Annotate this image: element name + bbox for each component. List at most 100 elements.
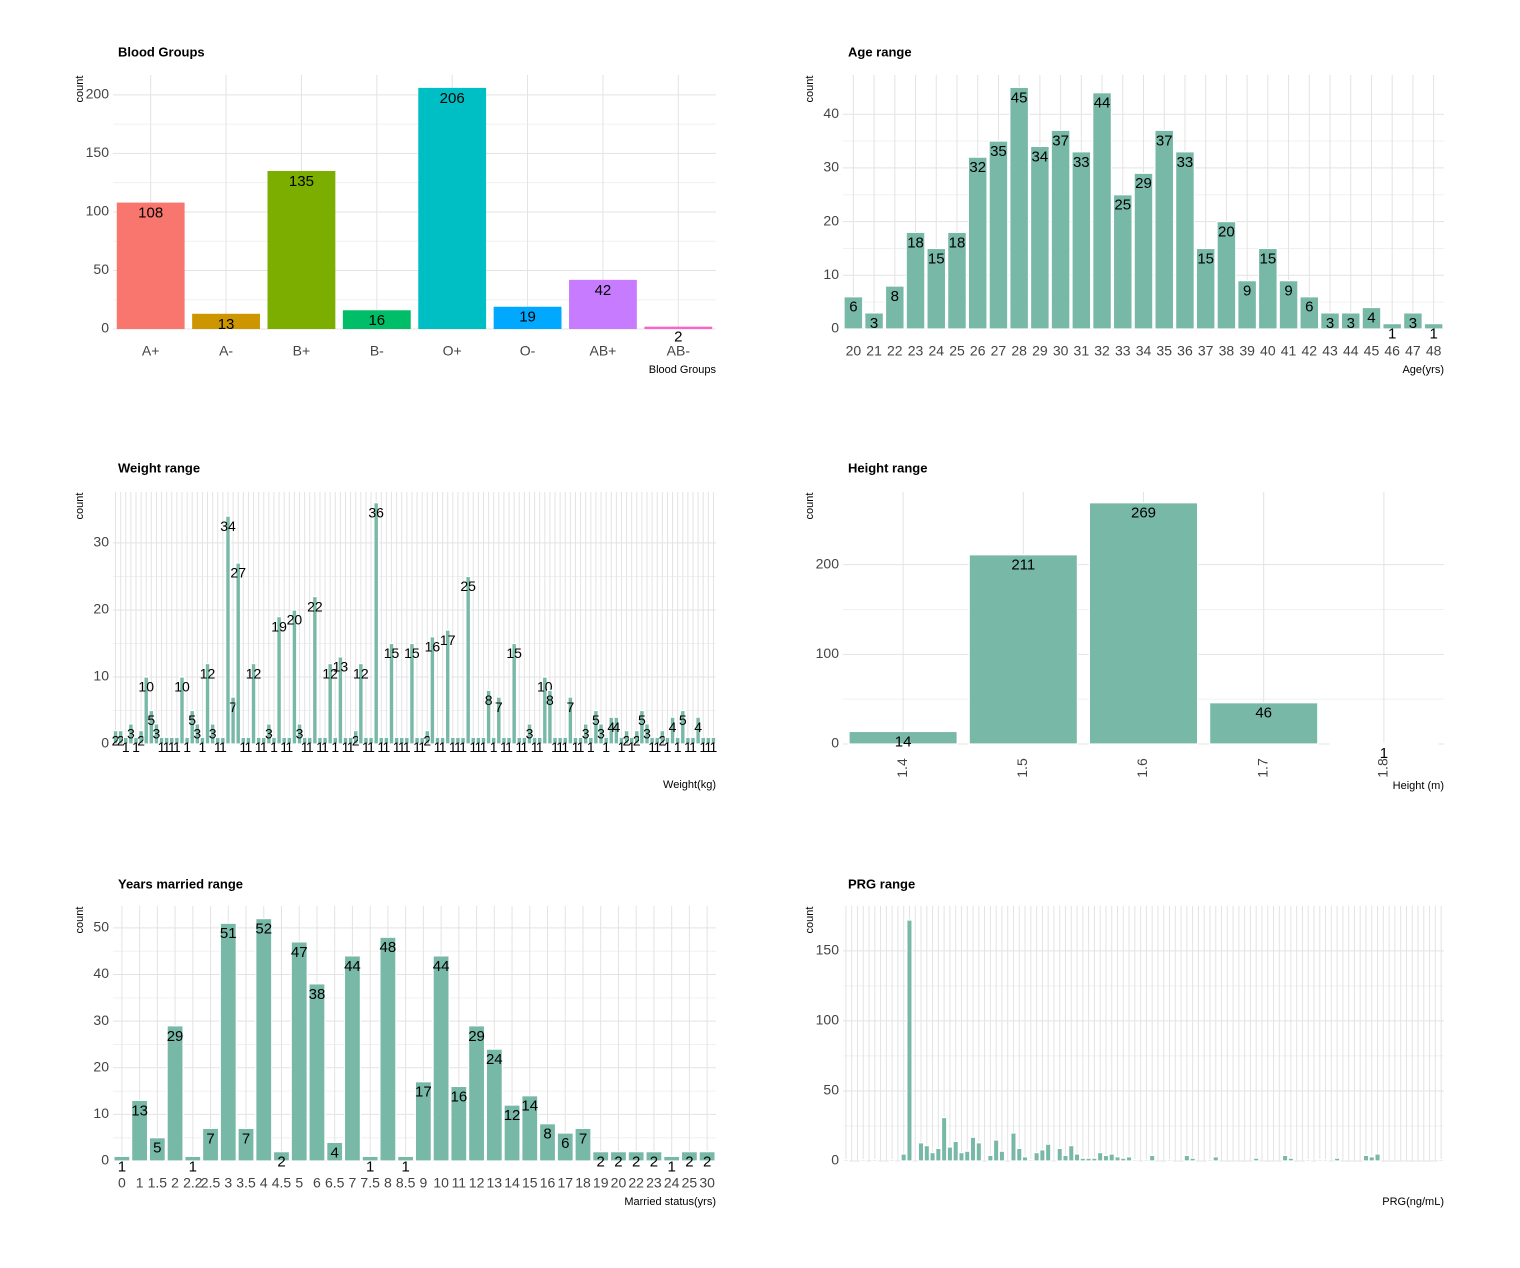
value-label: 46 [1255, 705, 1272, 722]
value-label: 1 [321, 739, 329, 755]
y-tick-label: 0 [831, 735, 839, 751]
value-label: 51 [220, 925, 237, 942]
bar [495, 696, 502, 745]
bar [860, 1158, 867, 1162]
value-label: 5 [153, 1140, 161, 1157]
bar [679, 709, 686, 745]
bar [1096, 1151, 1104, 1162]
bar [627, 1151, 645, 1162]
value-label: 1 [398, 739, 406, 755]
x-tick-label: 12 [469, 1175, 485, 1191]
value-label: 35 [990, 143, 1007, 160]
value-label: 1 [434, 739, 442, 755]
y-tick-label: 20 [93, 601, 109, 617]
bar [311, 595, 318, 745]
chart: Years married range count Married status(y… [74, 876, 716, 1208]
bar [201, 1127, 220, 1162]
value-label: 1 [684, 739, 692, 755]
value-label: 1 [699, 739, 707, 755]
x-tick-label: 46 [1384, 343, 1400, 359]
value-label: 45 [1011, 89, 1028, 106]
chart-title: Years married range [118, 876, 243, 891]
y-tick-label: 0 [831, 1152, 839, 1168]
bar [987, 1154, 994, 1162]
bar [1374, 1153, 1381, 1162]
y-axis-label: count [804, 76, 816, 103]
value-label: 1 [285, 739, 293, 755]
bar [1133, 172, 1154, 330]
value-label: 1 [199, 739, 207, 755]
bar [1209, 702, 1319, 745]
value-label: 12 [200, 665, 216, 681]
x-axis-label: Weight(kg) [663, 779, 716, 791]
value-label: 1 [168, 739, 176, 755]
value-label: 1 [618, 739, 626, 755]
bar [127, 723, 134, 745]
bar [923, 1144, 930, 1162]
bar [521, 1095, 539, 1162]
value-label: 1 [316, 739, 324, 755]
value-label: 1 [122, 739, 130, 755]
x-tick-label: 1.6 [1134, 758, 1150, 778]
bar [1039, 1149, 1046, 1162]
bar [1009, 86, 1030, 330]
value-label: 1 [158, 739, 166, 755]
value-label: 29 [167, 1028, 184, 1045]
bar [917, 1142, 925, 1162]
value-label: 7 [566, 699, 574, 715]
value-label: 6 [561, 1135, 569, 1152]
x-tick-label: A- [219, 343, 233, 359]
value-label: 19 [271, 618, 287, 634]
y-tick-label: 150 [816, 942, 840, 958]
value-label: 8 [891, 288, 899, 305]
value-label: 1 [382, 739, 390, 755]
x-tick-label: 34 [1136, 343, 1152, 359]
chart-title: Height range [848, 460, 927, 475]
value-label: 1 [366, 1158, 374, 1175]
bar [592, 1151, 610, 1162]
y-tick-label: 20 [93, 1058, 109, 1074]
bar [1287, 1157, 1295, 1162]
value-label: 8 [485, 692, 493, 708]
value-label: 1 [280, 739, 288, 755]
chart-title: Weight range [118, 460, 200, 475]
value-label: 1 [664, 739, 672, 755]
bar [958, 1151, 965, 1162]
bar [1148, 1154, 1156, 1162]
value-label: 206 [440, 90, 465, 107]
x-tick-label: 36 [1177, 343, 1193, 359]
value-label: 2 [650, 1154, 658, 1171]
x-tick-label: 42 [1302, 343, 1318, 359]
bar [485, 689, 492, 745]
bar [296, 723, 303, 745]
value-label: 2 [277, 1154, 285, 1171]
bar [538, 1123, 557, 1162]
value-label: 1 [689, 739, 697, 755]
bar [290, 941, 308, 1162]
bar [485, 1048, 503, 1162]
bar [1320, 312, 1340, 330]
value-label: 48 [380, 939, 397, 956]
value-label: 44 [344, 958, 361, 975]
value-label: 10 [138, 679, 154, 695]
value-label: 19 [519, 309, 536, 326]
value-label: 1 [587, 739, 595, 755]
y-tick-label: 100 [816, 1012, 840, 1028]
bar [1079, 1157, 1087, 1162]
value-label: 5 [592, 712, 600, 728]
value-label: 1 [393, 739, 401, 755]
x-tick-label: 2 [171, 1175, 179, 1191]
y-tick-label: 40 [823, 105, 839, 121]
bar [1216, 221, 1237, 330]
y-tick-label: 0 [101, 320, 109, 336]
value-label: 33 [1073, 154, 1090, 171]
bar [1125, 1156, 1133, 1162]
value-label: 24 [486, 1051, 503, 1068]
bar [219, 922, 237, 1162]
value-label: 18 [949, 234, 966, 251]
bar [952, 1140, 959, 1162]
bar [1050, 129, 1071, 330]
bar [409, 642, 415, 745]
value-label: 3 [643, 726, 651, 742]
value-label: 2 [685, 1154, 693, 1171]
